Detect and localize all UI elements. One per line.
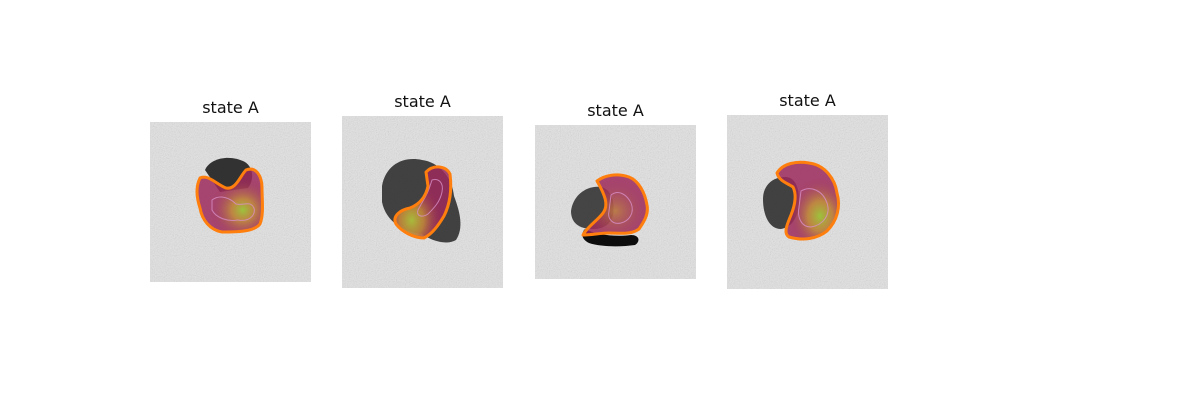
- cell-image: [727, 115, 888, 289]
- panel-4: state A: [727, 89, 888, 289]
- cell-image-svg: [342, 116, 503, 288]
- cell-image: [150, 122, 311, 282]
- cell-image-svg: [727, 115, 888, 289]
- panel-1: state A: [150, 96, 311, 282]
- panel-title: state A: [535, 101, 696, 120]
- cell-image: [342, 116, 503, 288]
- cell-image-svg: [535, 125, 696, 279]
- panel-2: state A: [342, 90, 503, 288]
- panel-title: state A: [727, 91, 888, 110]
- panel-3: state A: [535, 99, 696, 279]
- panel-title: state A: [150, 98, 311, 117]
- cell-image: [535, 125, 696, 279]
- cell-image-svg: [150, 122, 311, 282]
- panel-title: state A: [342, 92, 503, 111]
